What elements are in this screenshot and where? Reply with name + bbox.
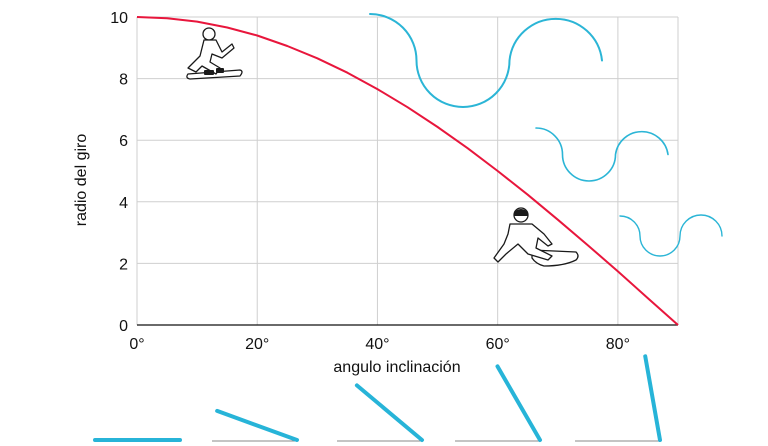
snowboarder-carving-icon (186, 27, 243, 80)
lean-angle-bar (575, 354, 662, 442)
lean-angle-bars (93, 354, 662, 442)
turn-wave-large-icon (369, 13, 603, 108)
x-tick-label: 0° (129, 336, 144, 353)
x-tick-label: 40° (365, 336, 389, 353)
snowboarder-deep-lean-icon (493, 207, 579, 267)
lean-angle-bar (212, 408, 299, 442)
lean-angle-bar (455, 364, 542, 442)
y-tick-label: 6 (119, 133, 128, 150)
x-tick-label: 20° (245, 336, 269, 353)
x-tick-label: 80° (606, 336, 630, 353)
turn-wave-medium-icon (535, 127, 669, 182)
y-tick-label: 4 (119, 195, 128, 212)
x-tick-label: 60° (486, 336, 510, 353)
y-tick-label: 8 (119, 72, 128, 89)
y-tick-label: 10 (110, 10, 128, 27)
y-axis-title: radio del giro (73, 134, 90, 227)
y-tick-label: 0 (119, 318, 128, 335)
grid-lines (136, 16, 679, 325)
series (136, 16, 679, 326)
turn-wave-small-icon (619, 214, 723, 257)
x-axis-title: angulo inclinación (333, 359, 460, 376)
lean-angle-bar (337, 383, 424, 442)
y-tick-label: 2 (119, 256, 128, 273)
series-line (136, 16, 679, 326)
lean-angle-bar (93, 438, 182, 442)
tick-labels: 0° 20° 40° 60° 80° 0 2 4 6 8 10 (110, 10, 630, 353)
